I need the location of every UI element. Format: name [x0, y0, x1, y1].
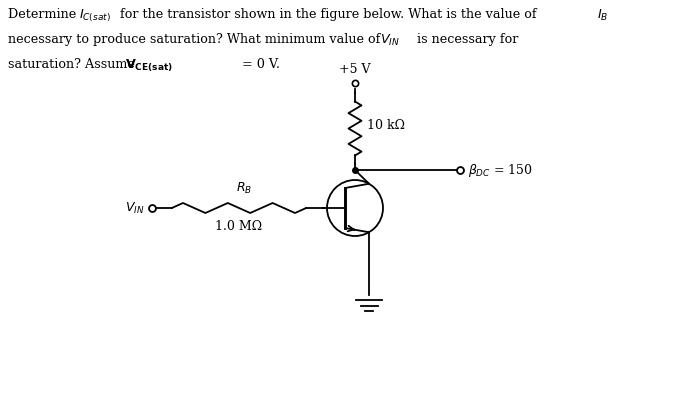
Text: $\it{I_B}$: $\it{I_B}$ — [597, 8, 608, 23]
Text: is necessary for: is necessary for — [413, 33, 518, 46]
Text: $\beta_{DC}$ = 150: $\beta_{DC}$ = 150 — [468, 161, 533, 178]
Text: Determine: Determine — [8, 8, 80, 21]
Text: 10 kΩ: 10 kΩ — [367, 119, 405, 132]
Text: for the transistor shown in the figure below. What is the value of: for the transistor shown in the figure b… — [116, 8, 541, 21]
Text: 1.0 MΩ: 1.0 MΩ — [215, 220, 263, 233]
Text: $V_{IN}$: $V_{IN}$ — [125, 200, 144, 216]
Text: = 0 V.: = 0 V. — [238, 58, 280, 71]
Text: $\it{V_{IN}}$: $\it{V_{IN}}$ — [380, 33, 400, 48]
Text: saturation? Assume: saturation? Assume — [8, 58, 139, 71]
Text: $\it{I_{C(sat)}}$: $\it{I_{C(sat)}}$ — [79, 8, 111, 24]
Text: necessary to produce saturation? What minimum value of: necessary to produce saturation? What mi… — [8, 33, 384, 46]
Text: $R_B$: $R_B$ — [236, 181, 252, 196]
Text: +5 V: +5 V — [340, 63, 371, 76]
Text: $\bf{V}$$\bf{_{CE(sat)}}$: $\bf{V}$$\bf{_{CE(sat)}}$ — [125, 58, 173, 74]
